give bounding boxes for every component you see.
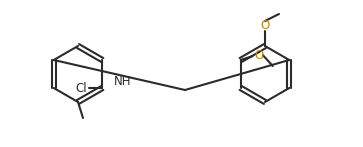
Text: Cl: Cl	[76, 81, 87, 95]
Text: O: O	[260, 19, 270, 31]
Text: O: O	[254, 49, 264, 61]
Text: NH: NH	[114, 75, 131, 87]
